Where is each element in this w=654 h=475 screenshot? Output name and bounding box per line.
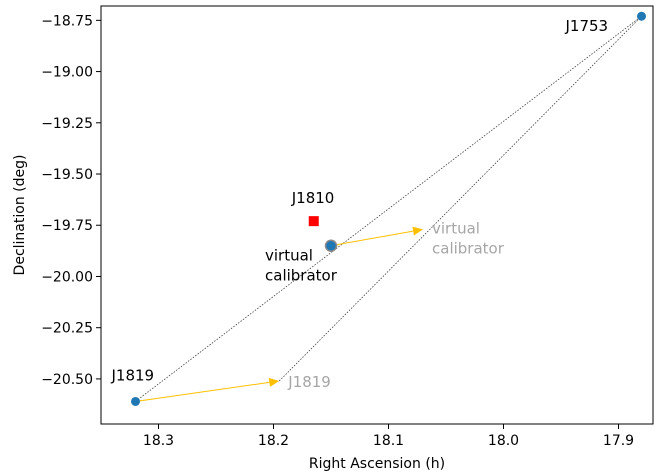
plot-frame: [100, 5, 654, 425]
arrows: [135, 226, 423, 402]
ghost-label: J1819: [287, 373, 331, 391]
point-labels: J1753 J1819 virtual calibrator J1810 J1819 vir…: [111, 17, 609, 391]
arrow-head: [268, 377, 280, 387]
data-point: [324, 239, 338, 252]
dashed-line: [135, 15, 642, 402]
data-point: [131, 396, 140, 406]
x-tick-label: 18.2: [258, 433, 289, 449]
ghost-label: virtual calibrator: [432, 219, 505, 257]
y-tick-label: −20.25: [41, 321, 93, 337]
y-tick-label: −18.75: [41, 13, 93, 29]
arrow-line: [330, 230, 414, 247]
x-axis-label: Right Ascension (h): [309, 456, 445, 472]
y-tick-label: −20.50: [41, 372, 93, 388]
y-tick-label: −19.25: [41, 116, 93, 132]
y-axis: −18.75 −19.00 −19.25 −19.50 −19.75 −20.00 −20.…: [41, 13, 101, 388]
dashed-lines: [135, 15, 642, 402]
x-axis: 18.3 18.2 18.1 18.0 17.9: [143, 424, 634, 449]
arrow-line: [135, 381, 270, 402]
arrow-head: [412, 226, 423, 236]
point-label: J1819: [111, 366, 155, 384]
y-axis-label: Declination (deg): [12, 155, 28, 276]
point-label: J1810: [291, 189, 335, 207]
y-tick-label: −19.50: [41, 167, 93, 183]
y-tick-label: −19.00: [41, 65, 93, 81]
x-tick-label: 18.1: [373, 433, 404, 449]
point-label: virtual calibrator: [265, 247, 338, 285]
y-tick-label: −20.00: [41, 269, 93, 285]
x-tick-label: 17.9: [603, 433, 634, 449]
data-point: [637, 11, 646, 21]
point-label: J1753: [565, 17, 609, 35]
points: [131, 11, 646, 406]
target-point: [308, 216, 319, 227]
x-tick-label: 18.0: [488, 433, 519, 449]
x-tick-label: 18.3: [143, 433, 174, 449]
y-tick-label: −19.75: [41, 218, 93, 234]
